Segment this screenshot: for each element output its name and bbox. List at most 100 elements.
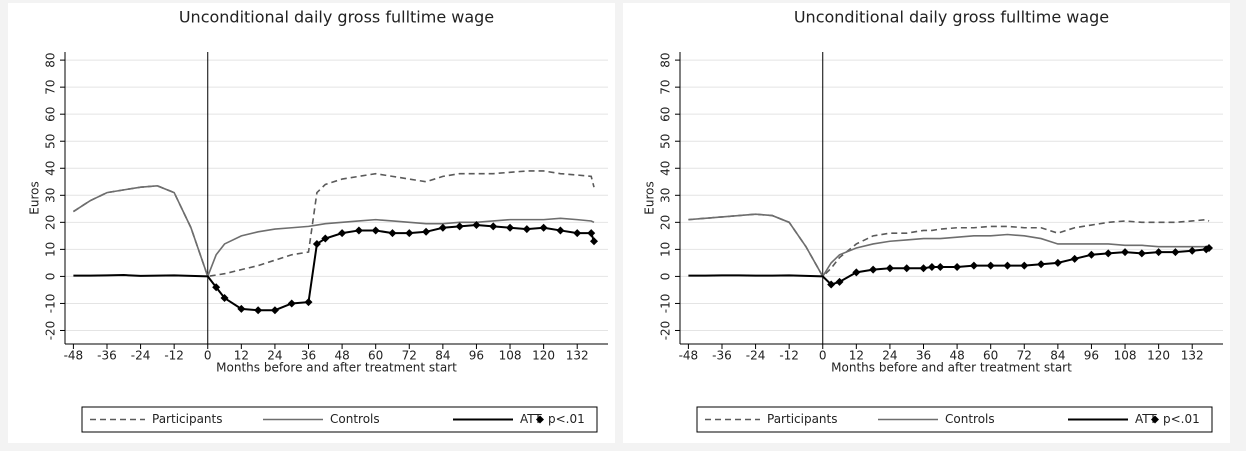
significance-marker: [254, 306, 263, 315]
x-tick-label: -12: [779, 349, 799, 363]
y-tick-label: 30: [659, 188, 673, 203]
legend-marker: [536, 415, 544, 424]
legend-label: Controls: [945, 412, 995, 426]
x-tick-label: 60: [983, 349, 998, 363]
x-tick-label: -36: [712, 349, 732, 363]
significance-marker: [852, 268, 861, 277]
legend-label: p<.01: [1163, 412, 1200, 426]
significance-marker: [539, 223, 548, 232]
y-tick-label: 50: [659, 134, 673, 149]
significance-marker: [472, 221, 481, 230]
significance-marker: [1053, 258, 1062, 267]
y-axis-label: Euros: [28, 181, 42, 214]
y-tick-label: 10: [44, 242, 58, 257]
significance-marker: [354, 226, 363, 235]
significance-marker: [885, 264, 894, 273]
y-tick-label: 20: [44, 215, 58, 230]
x-tick-label: 108: [1114, 349, 1137, 363]
y-tick-label: 60: [659, 107, 673, 122]
y-axis-label: Euros: [643, 181, 657, 214]
significance-marker: [237, 304, 246, 313]
significance-marker: [388, 229, 397, 238]
x-axis-label: Months before and after treatment start: [831, 361, 1072, 375]
chart-title: Unconditional daily gross fulltime wage: [794, 8, 1109, 27]
y-tick-label: 0: [44, 273, 58, 281]
significance-marker: [1070, 254, 1079, 263]
y-tick-label: 40: [44, 161, 58, 176]
significance-marker: [455, 222, 464, 231]
x-tick-label: 72: [402, 349, 417, 363]
significance-marker: [287, 299, 296, 308]
significance-marker: [936, 262, 945, 271]
significance-marker: [304, 298, 313, 307]
y-tick-label: 60: [44, 107, 58, 122]
significance-marker: [1087, 250, 1096, 259]
chart-title: Unconditional daily gross fulltime wage: [179, 8, 494, 27]
significance-marker: [1154, 248, 1163, 257]
x-tick-label: 96: [469, 349, 484, 363]
x-tick-label: 24: [882, 349, 897, 363]
x-tick-label: -36: [97, 349, 117, 363]
significance-marker: [422, 227, 431, 236]
series-line: [688, 213, 1210, 278]
x-tick-label: 36: [301, 349, 316, 363]
x-tick-label: 0: [819, 349, 827, 363]
x-tick-label: 132: [1181, 349, 1204, 363]
y-tick-label: -20: [659, 321, 673, 341]
series-line: [72, 185, 595, 279]
panel-background: [623, 3, 1230, 443]
significance-marker: [1188, 246, 1197, 255]
significance-marker: [1205, 244, 1214, 253]
significance-marker: [1104, 249, 1113, 258]
y-tick-label: 50: [44, 134, 58, 149]
legend-label: Controls: [330, 412, 380, 426]
x-tick-label: 120: [1147, 349, 1170, 363]
significance-marker: [312, 239, 321, 248]
x-axis-label: Months before and after treatment start: [216, 361, 457, 375]
x-tick-label: 120: [532, 349, 555, 363]
x-tick-label: 12: [849, 349, 864, 363]
significance-marker: [321, 234, 330, 243]
x-tick-label: 84: [435, 349, 450, 363]
y-tick-label: 20: [659, 215, 673, 230]
legend-marker: [1151, 415, 1159, 424]
x-tick-label: 84: [1050, 349, 1065, 363]
significance-marker: [220, 294, 229, 303]
x-tick-label: 96: [1084, 349, 1099, 363]
y-tick-label: 30: [44, 188, 58, 203]
significance-marker: [902, 264, 911, 273]
significance-marker: [587, 229, 596, 238]
x-tick-label: 12: [234, 349, 249, 363]
significance-marker: [1137, 249, 1146, 258]
x-tick-label: 60: [368, 349, 383, 363]
x-tick-label: -24: [131, 349, 151, 363]
significance-marker: [212, 283, 221, 292]
significance-marker: [927, 262, 936, 271]
significance-marker: [338, 229, 347, 238]
panel: Unconditional daily gross fulltime wage -…: [8, 3, 615, 443]
significance-marker: [405, 229, 414, 238]
y-tick-label: 80: [659, 52, 673, 67]
y-tick-label: -10: [44, 294, 58, 314]
x-tick-label: 0: [204, 349, 212, 363]
significance-marker: [506, 223, 515, 232]
x-tick-label: -24: [746, 349, 766, 363]
x-tick-label: 72: [1017, 349, 1032, 363]
x-tick-label: -48: [679, 349, 699, 363]
significance-marker: [438, 223, 447, 232]
significance-marker: [1037, 260, 1046, 269]
significance-marker: [573, 229, 582, 238]
legend-label: ATT: [520, 412, 542, 426]
significance-marker: [1020, 261, 1029, 270]
significance-marker: [969, 261, 978, 270]
significance-marker: [835, 277, 844, 286]
y-tick-label: -20: [44, 321, 58, 341]
x-tick-label: 108: [499, 349, 522, 363]
significance-marker: [1003, 261, 1012, 270]
significance-marker: [522, 225, 531, 234]
panel: Unconditional daily gross fulltime wage -…: [623, 3, 1230, 443]
significance-marker: [1121, 248, 1130, 257]
y-tick-label: 70: [44, 80, 58, 95]
significance-marker: [590, 237, 599, 246]
